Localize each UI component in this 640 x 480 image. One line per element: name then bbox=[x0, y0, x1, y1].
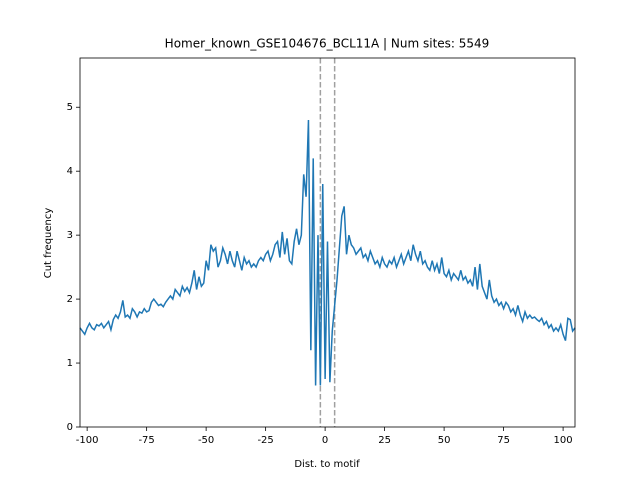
y-axis-label: Cut frequency bbox=[43, 208, 54, 279]
x-axis-label: Dist. to motif bbox=[294, 459, 360, 470]
x-tick-label: 50 bbox=[438, 435, 451, 446]
x-tick-label: -25 bbox=[257, 435, 273, 446]
y-tick-label: 4 bbox=[67, 166, 73, 177]
x-tick-label: 0 bbox=[322, 435, 328, 446]
data-line bbox=[79, 120, 576, 386]
chart-title: Homer_known_GSE104676_BCL11A | Num sites… bbox=[165, 37, 490, 51]
y-tick-label: 0 bbox=[67, 422, 73, 433]
y-tick-label: 2 bbox=[67, 294, 73, 305]
y-tick-label: 1 bbox=[67, 358, 73, 369]
x-tick-label: -50 bbox=[198, 435, 214, 446]
y-tick-label: 3 bbox=[67, 230, 73, 241]
x-tick-label: 75 bbox=[497, 435, 510, 446]
y-tick-label: 5 bbox=[67, 102, 73, 113]
x-tick-label: 25 bbox=[378, 435, 391, 446]
plot-frame bbox=[79, 57, 576, 428]
x-tick-label: 100 bbox=[554, 435, 573, 446]
x-tick-label: -100 bbox=[76, 435, 99, 446]
x-tick-label: -75 bbox=[138, 435, 154, 446]
